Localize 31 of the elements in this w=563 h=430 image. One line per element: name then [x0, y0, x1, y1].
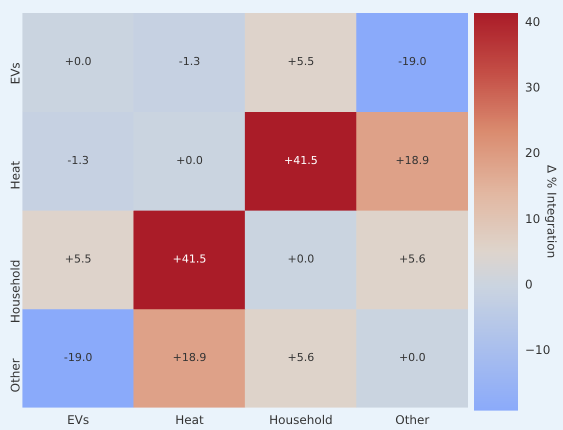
data-label: +5.5 [64, 252, 92, 266]
data-label: +0.0 [176, 154, 203, 167]
color-bar-label: 40 [525, 14, 540, 29]
data-label: +18.9 [172, 351, 206, 364]
data-label: +41.5 [284, 154, 318, 167]
color-bar-title: Δ % Integration [544, 164, 559, 258]
x-tick-label: Other [395, 412, 430, 427]
data-label: +0.0 [398, 351, 426, 364]
data-label: +5.5 [288, 55, 314, 68]
data-label: +41.5 [172, 252, 206, 266]
data-label: -19.0 [64, 351, 92, 364]
color-bar-label: −10 [525, 343, 550, 358]
data-label: -19.0 [398, 55, 427, 68]
data-label: +5.6 [288, 351, 314, 364]
y-tick-label: EVs [8, 62, 23, 84]
color-bar-label: 30 [525, 80, 540, 95]
y-tick-label: Heat [8, 160, 23, 190]
data-label: -1.3 [67, 154, 89, 167]
y-tick-label: Household [8, 260, 23, 324]
data-label: +0.0 [288, 252, 314, 266]
color-bar-label: 10 [525, 212, 540, 226]
data-label: +18.9 [395, 154, 430, 167]
data-label: -1.3 [178, 55, 200, 68]
data-label: +0.0 [64, 55, 92, 68]
color-bar-label: 20 [525, 146, 540, 160]
x-tick-label: EVs [67, 412, 90, 427]
x-tick-label: Heat [175, 412, 204, 427]
y-tick-label: Other [8, 358, 23, 392]
x-tick-label: Household [269, 412, 333, 427]
data-label: +5.6 [398, 252, 426, 266]
color-bar-label: 0 [525, 277, 533, 292]
